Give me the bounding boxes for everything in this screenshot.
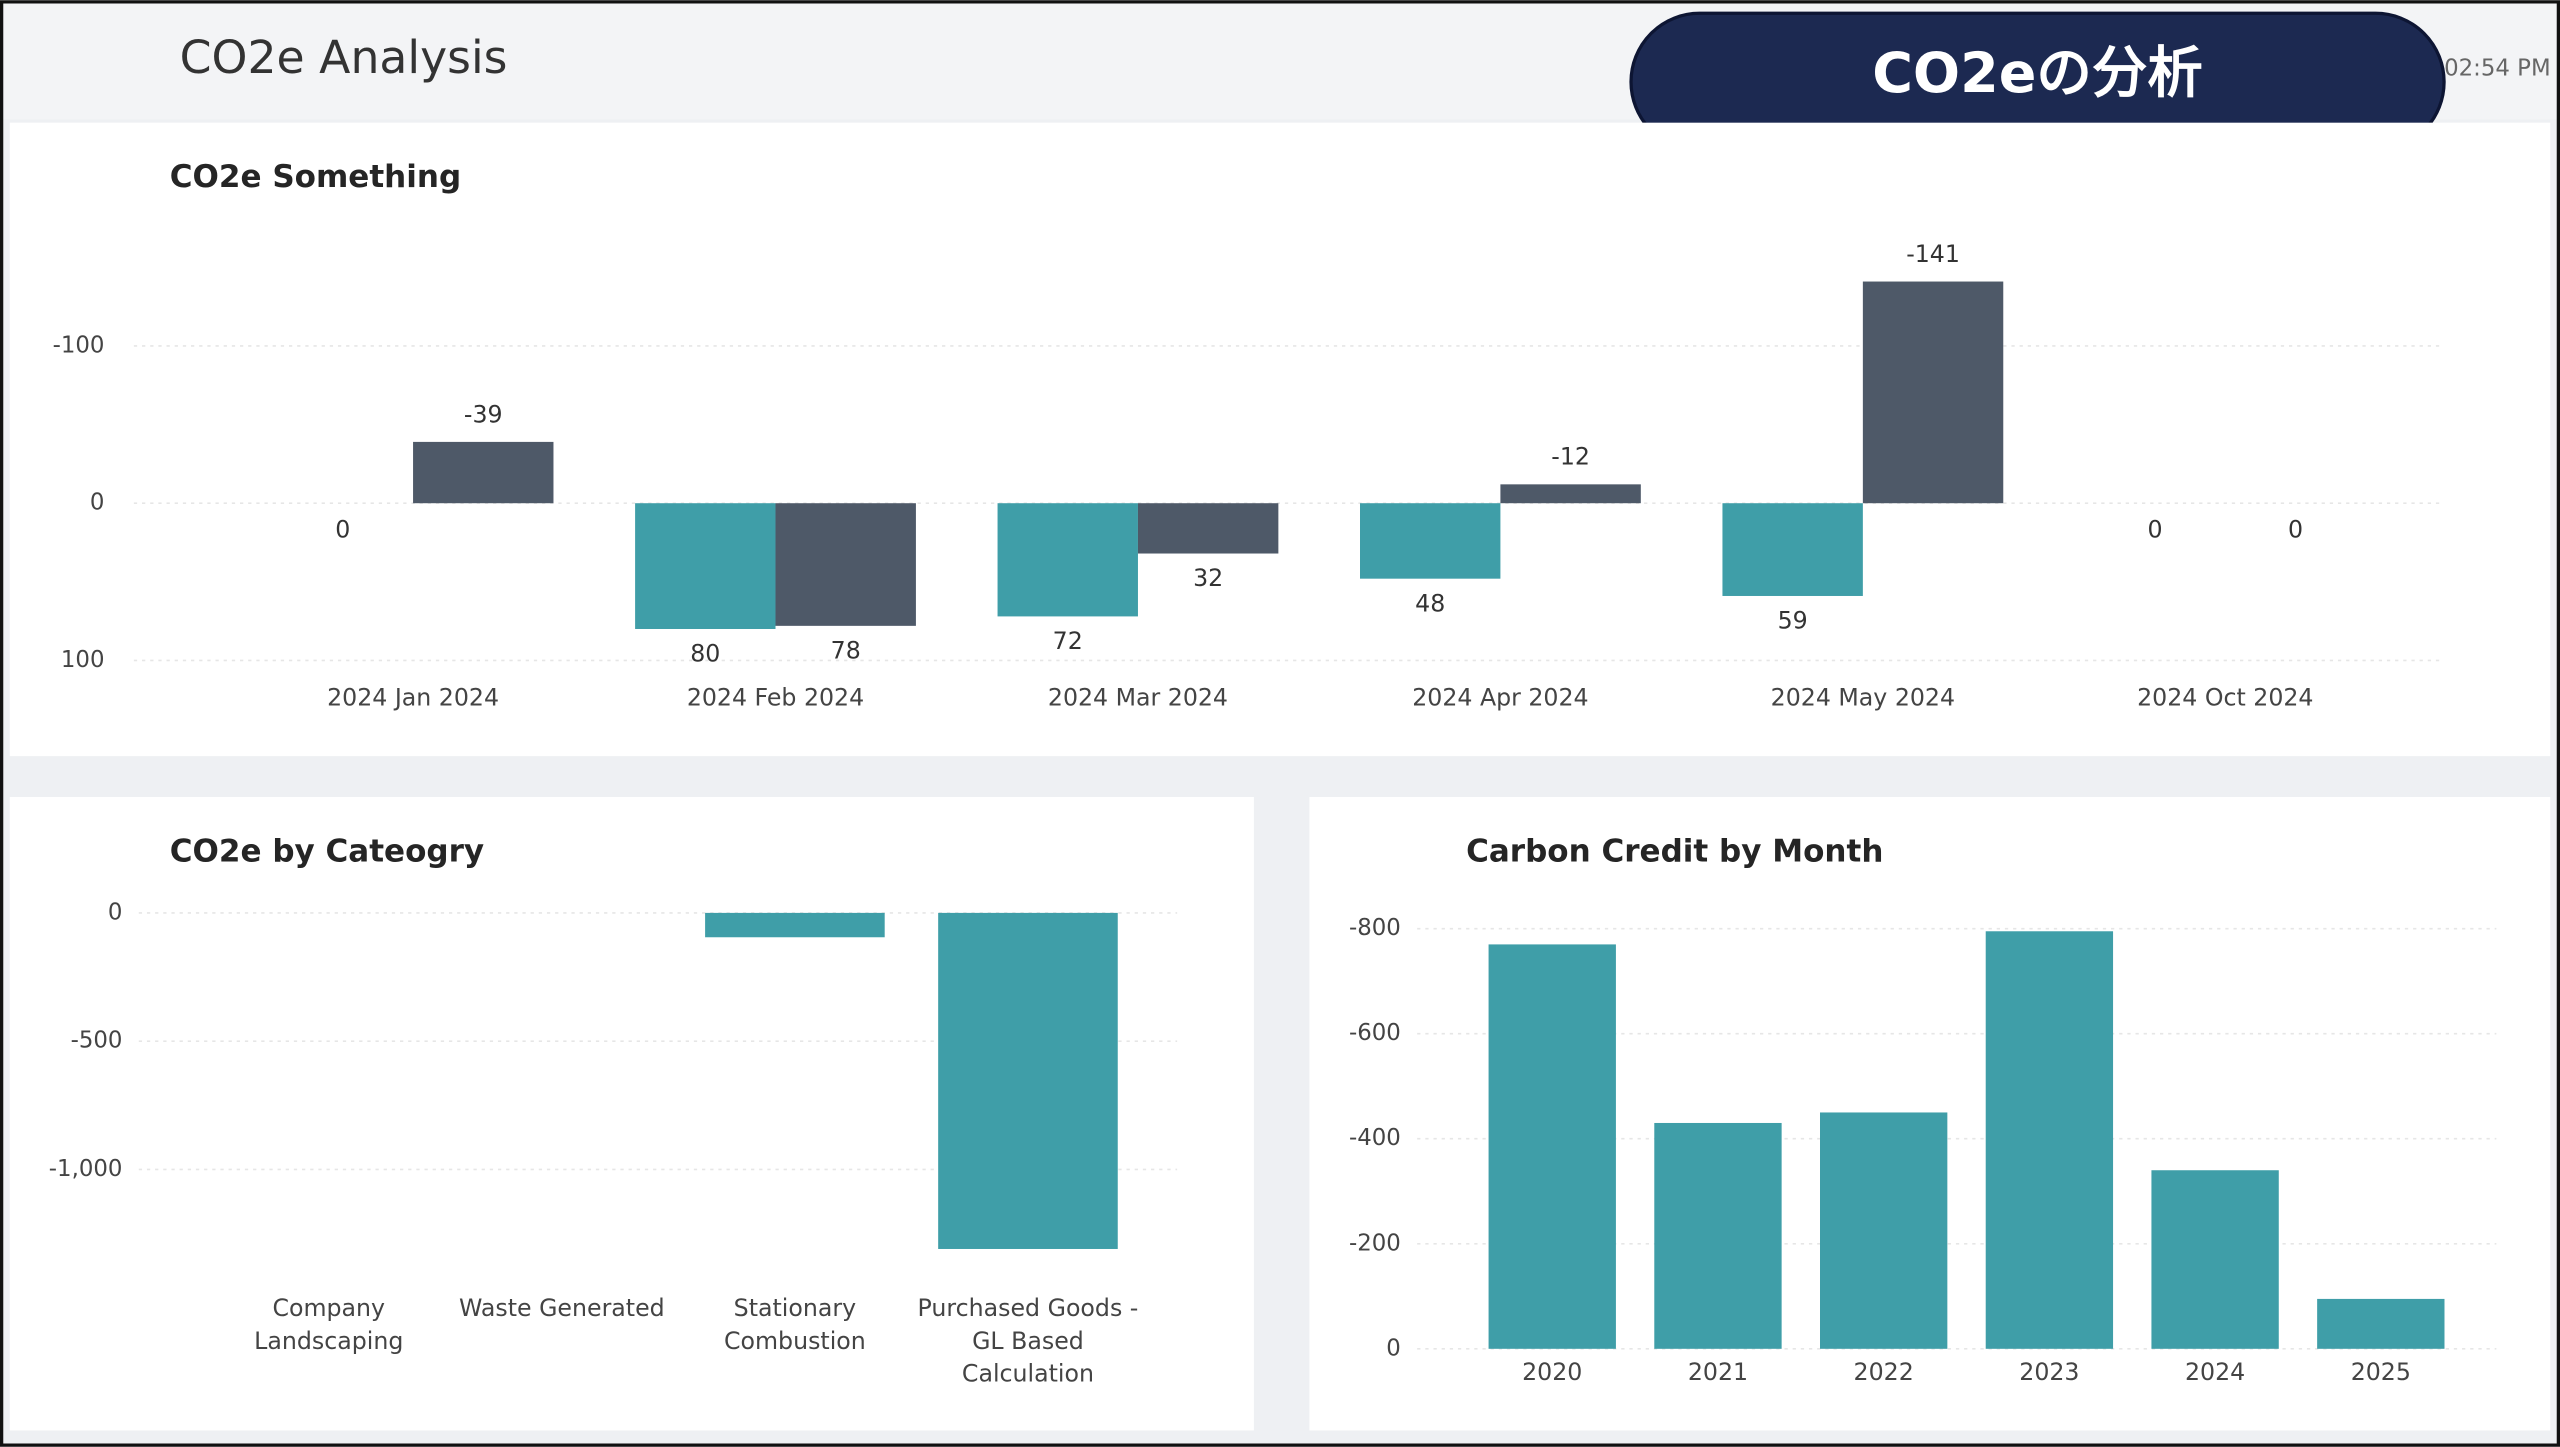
x-tick-label: 2024 Apr 2024 (1412, 684, 1588, 712)
data-label: 0 (2148, 515, 2163, 543)
y-tick-label: -200 (1349, 1230, 1401, 1256)
x-tick-label-box: Stationary Combustion (723, 1296, 866, 1356)
data-label: 72 (1053, 627, 1083, 655)
x-tick-label-box: Company Landscaping (254, 1296, 404, 1356)
x-tick-label-box: Purchased Goods - GL Based Calculation (917, 1296, 1139, 1388)
bar (2317, 1298, 2445, 1349)
bar (1137, 503, 1279, 554)
page-title: CO2e Analysis (180, 31, 508, 84)
bar (1360, 503, 1501, 579)
x-tick-label: 2024 Jan 2024 (327, 684, 499, 712)
y-tick-label: -500 (71, 1028, 123, 1054)
data-label: 0 (335, 515, 350, 543)
bar (1722, 503, 1863, 596)
x-tick-label-box: Waste Generated (458, 1296, 665, 1323)
x-tick-label: 2024 May 2024 (1771, 684, 1955, 712)
y-tick-label: -600 (1349, 1020, 1401, 1046)
bar (635, 503, 776, 629)
x-tick-label: 2021 (1688, 1358, 1748, 1386)
y-tick-label: -800 (1349, 915, 1401, 941)
y-tick-label: 0 (108, 899, 123, 925)
data-label: 32 (1193, 564, 1223, 592)
banner-text: CO2eの分析 (1872, 41, 2203, 106)
bar (413, 441, 554, 504)
x-tick-label: 2022 (1854, 1358, 1914, 1386)
y-tick-label: 100 (61, 647, 105, 673)
data-label: -39 (464, 400, 503, 428)
bar (2151, 1170, 2279, 1349)
card (9, 122, 2551, 757)
y-tick-label: -1,000 (49, 1156, 123, 1182)
x-tick-label: Waste Generated (458, 1296, 665, 1323)
bar (1820, 1112, 1948, 1349)
bar (775, 503, 916, 626)
bar (1500, 484, 1641, 504)
bar (997, 503, 1138, 617)
y-tick-label: 0 (1386, 1335, 1401, 1361)
x-tick-label: 2024 Oct 2024 (2137, 684, 2313, 712)
y-tick-label: -400 (1349, 1125, 1401, 1151)
x-tick-label: Company Landscaping (254, 1296, 404, 1356)
y-tick-label: 0 (90, 490, 105, 516)
bar (938, 912, 1118, 1249)
x-tick-label: 2025 (2351, 1358, 2411, 1386)
time: 02:54 PM (2444, 55, 2551, 81)
data-label: 0 (2288, 515, 2303, 543)
chart-title: CO2e Something (170, 159, 461, 195)
x-tick-label: 2023 (2019, 1358, 2079, 1386)
bar (1985, 931, 2114, 1349)
bar (1862, 281, 2004, 504)
bar (1488, 944, 1616, 1349)
x-tick-label: 2020 (1522, 1358, 1582, 1386)
x-tick-label: 2024 (2185, 1358, 2245, 1386)
data-label: 80 (690, 640, 720, 668)
x-tick-label: Purchased Goods - GL Based Calculation (917, 1296, 1139, 1388)
chart-title: Carbon Credit by Month (1466, 833, 1883, 869)
chart-title: CO2e by Cateogry (170, 833, 484, 869)
bar (1654, 1122, 1782, 1349)
data-label: 78 (831, 636, 861, 664)
x-tick-label: 2024 Mar 2024 (1048, 684, 1228, 712)
data-label: 48 (1415, 589, 1445, 617)
data-label: 59 (1778, 607, 1808, 635)
data-label: -12 (1551, 443, 1590, 471)
y-tick-label: -100 (53, 332, 105, 358)
x-tick-label: 2024 Feb 2024 (687, 684, 864, 712)
x-tick-label: Stationary Combustion (723, 1296, 866, 1356)
data-label: -141 (1906, 240, 1960, 268)
bar (705, 912, 885, 938)
